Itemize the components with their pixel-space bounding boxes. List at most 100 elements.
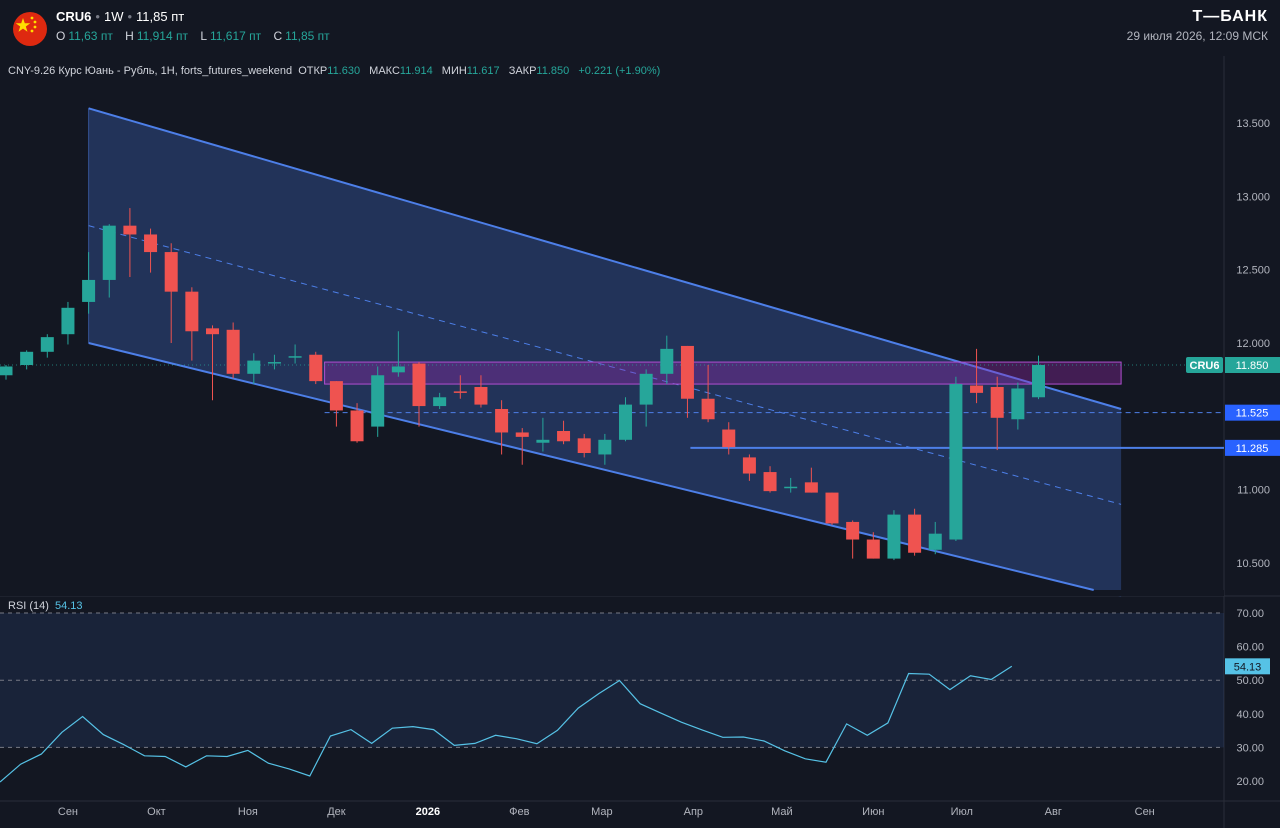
candle-body: [722, 429, 736, 448]
candle-body: [887, 514, 901, 559]
interval: 1W: [103, 9, 124, 24]
candle-body: [784, 486, 798, 489]
candle-body: [288, 356, 302, 358]
legend-value: 11.914: [399, 65, 433, 77]
ohlc-label: C: [273, 29, 283, 43]
legend-label: ОТКР: [298, 65, 328, 77]
china-flag-icon: [13, 12, 47, 46]
ohlc-label: L: [200, 29, 207, 43]
pane-mask: [0, 590, 1224, 596]
rsi-tick-label: 30.00: [1236, 742, 1264, 754]
price-tick-label: 10.500: [1236, 558, 1270, 570]
candle-body: [990, 387, 1004, 418]
candle-body: [928, 533, 942, 550]
price-tick-label: 12.500: [1236, 265, 1270, 277]
candle-body: [949, 384, 963, 540]
candle-body: [742, 457, 756, 474]
symbol-tag: [1186, 357, 1223, 373]
time-tick-label: Окт: [147, 806, 166, 818]
candle-body: [0, 366, 13, 376]
candle-body: [1011, 388, 1025, 420]
symbol-header: CRU6 • 1W • 11,85 пт: [56, 9, 185, 24]
price-badge-text: 11.525: [1236, 408, 1269, 420]
time-tick-label: Мар: [591, 806, 613, 818]
time-tick-label: 2026: [416, 806, 440, 818]
candle-body: [536, 439, 550, 443]
time-tick-label: Апр: [684, 806, 703, 818]
candle-body: [680, 345, 694, 399]
time-tick-label: Июн: [862, 806, 884, 818]
candle-body: [660, 348, 674, 374]
candle-body: [350, 410, 364, 442]
candle-body: [61, 307, 75, 335]
time-tick-label: Май: [771, 806, 793, 818]
candle-body: [866, 539, 880, 559]
candle-body: [102, 225, 116, 280]
legend-label: МИН: [441, 65, 467, 77]
ohlc-value: 11,914 пт: [136, 29, 188, 43]
legend-value: 11.630: [327, 65, 361, 77]
candle-body: [908, 514, 922, 553]
price-badge-text: 11.850: [1236, 360, 1269, 372]
time-tick-label: Сен: [1135, 806, 1155, 818]
candle-body: [412, 363, 426, 407]
time-tick-label: Ноя: [238, 806, 258, 818]
legend-title: CNY-9.26 Курс Юань - Рубль, 1H, forts_fu…: [8, 65, 293, 77]
rsi-tick-label: 50.00: [1236, 675, 1264, 687]
time-tick-label: Июл: [951, 806, 973, 818]
candle-body: [474, 387, 488, 405]
time-tick-label: Дек: [327, 806, 346, 818]
rsi-value-badge: [1225, 658, 1270, 675]
rsi-tick-label: 40.00: [1236, 709, 1264, 721]
channel-upper-line: [88, 107, 1122, 410]
candle-body: [619, 404, 632, 440]
candle-body: [82, 279, 96, 302]
legend-value: 11.850: [536, 65, 570, 77]
ohlc-header: O 11,63 пт H 11,914 пт L 11,617 пт C 11,85 п…: [56, 29, 339, 43]
candle-body: [371, 375, 385, 427]
legend-label: МАКС: [369, 65, 400, 77]
candle-body: [164, 252, 178, 292]
candle-body: [226, 329, 240, 374]
last-price-badge: [1225, 357, 1280, 373]
ohlc-value: 11,85 пт: [285, 29, 330, 43]
channel-fill: [88, 108, 1122, 597]
ohlc-label: O: [56, 29, 66, 43]
candle-body: [846, 521, 860, 540]
symbol-tag-text: CRU6: [1190, 360, 1220, 372]
legend-change: +0.221 (+1.90%): [578, 65, 661, 77]
rsi-label: RSI (14): [8, 600, 49, 612]
rsi-line: [0, 665, 1013, 783]
price-tick-label: 12.000: [1236, 338, 1270, 350]
time-tick-label: Авг: [1045, 806, 1062, 818]
price-tick-label: 13.000: [1236, 191, 1270, 203]
price-badge-text: 11.285: [1236, 443, 1269, 455]
channel-mid-line: [88, 225, 1122, 505]
brand-logo: Т—БАНК: [1192, 8, 1268, 25]
candle-body: [763, 472, 777, 492]
legend-value: 11.617: [466, 65, 500, 77]
legend-label: ЗАКР: [508, 65, 537, 77]
price-tick-label: 11.000: [1237, 485, 1270, 497]
candle-body: [206, 328, 219, 335]
candle-body: [40, 337, 54, 352]
rsi-tick-label: 20.00: [1236, 776, 1264, 788]
candle-body: [20, 351, 34, 365]
last-price: 11,85 пт: [136, 9, 185, 24]
time-tick-label: Сен: [58, 806, 78, 818]
candle-body: [1032, 365, 1045, 398]
candle-body: [185, 291, 199, 332]
rsi-badge-text: 54.13: [1234, 661, 1262, 673]
rsi-legend: RSI (14) 54.13: [8, 600, 83, 612]
candle-body: [515, 432, 529, 437]
candle-body: [453, 391, 467, 393]
candle-body: [391, 366, 405, 373]
rsi-tick-label: 70.00: [1236, 608, 1264, 620]
candle-body: [804, 482, 818, 493]
channel-lower-line: [88, 342, 1094, 591]
ohlc-label: H: [125, 29, 134, 43]
time-tick-label: Фев: [509, 806, 529, 818]
candle-body: [267, 362, 281, 364]
candle-body: [825, 492, 839, 524]
